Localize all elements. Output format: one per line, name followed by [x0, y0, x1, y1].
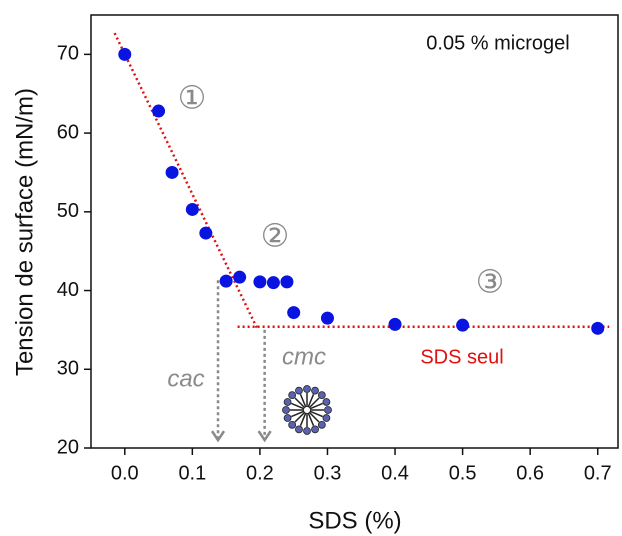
point	[219, 274, 233, 288]
micelle-tail	[294, 411, 306, 423]
point	[388, 317, 402, 331]
plot-frame	[90, 14, 619, 449]
x-tick-label: 0.3	[314, 462, 342, 484]
arrow-head	[210, 430, 226, 443]
micelle-head	[324, 406, 332, 414]
point	[253, 275, 267, 289]
fit-line	[113, 32, 260, 331]
micelle-tail	[309, 402, 323, 410]
micelle-tail	[299, 394, 307, 408]
micelle-head	[317, 420, 326, 429]
micelle-tail	[307, 394, 315, 408]
region-label: ③	[476, 263, 505, 299]
micelle-head	[303, 427, 311, 435]
point	[152, 104, 166, 118]
micelle-icon	[282, 385, 332, 435]
micelle-tail	[291, 410, 305, 418]
y-tick-label: 30	[57, 358, 79, 380]
arrow-label: cmc	[282, 343, 326, 370]
point	[456, 318, 470, 332]
x-axis-label: SDS (%)	[308, 507, 401, 534]
x-tick-label: 0.0	[111, 462, 139, 484]
arrow-head	[257, 430, 272, 443]
y-tick-label: 60	[57, 121, 79, 143]
micelle-tail	[299, 412, 307, 426]
micelle-head	[303, 385, 311, 393]
micelle-head	[288, 391, 297, 400]
micelle-tail	[307, 412, 315, 426]
x-tick-label: 0.5	[449, 462, 477, 484]
micelle-head	[295, 425, 303, 434]
point	[266, 276, 280, 290]
point	[233, 270, 247, 284]
micelle-tail	[308, 411, 320, 423]
y-tick-label: 40	[57, 279, 79, 301]
micelle-tail	[294, 397, 306, 409]
legend-note: 0.05 % microgel	[426, 32, 569, 54]
micelle-head	[282, 406, 290, 414]
micelle-head	[295, 386, 303, 395]
x-tick-label: 0.4	[381, 462, 409, 484]
micelle-head	[283, 398, 292, 406]
micelle-head	[311, 386, 319, 395]
point	[165, 165, 179, 179]
x-tick-label: 0.2	[246, 462, 274, 484]
sds-label: SDS seul	[420, 346, 503, 368]
region-label: ②	[261, 217, 290, 253]
arrow-label: cac	[167, 365, 204, 392]
point	[280, 275, 294, 289]
micelle-head	[311, 425, 319, 434]
micelle-head	[283, 414, 292, 422]
y-tick-label: 50	[57, 200, 79, 222]
x-tick-label: 0.7	[584, 462, 612, 484]
x-tick-label: 0.6	[516, 462, 544, 484]
y-tick-label: 70	[57, 43, 79, 65]
micelle-head	[322, 414, 331, 422]
point	[185, 202, 199, 216]
region-label: ①	[178, 79, 207, 115]
micelle-tail	[309, 410, 323, 418]
micelle-head	[322, 398, 331, 406]
point	[287, 306, 301, 320]
y-tick-label: 20	[57, 436, 79, 458]
micelle-head	[317, 391, 326, 400]
micelle-head	[288, 420, 297, 429]
point	[320, 311, 334, 325]
point	[591, 321, 605, 335]
x-tick-label: 0.1	[178, 462, 206, 484]
point	[199, 226, 213, 240]
point	[118, 47, 132, 61]
micelle-tail	[291, 402, 305, 410]
y-axis-label: Tension de surface (mN/m)	[11, 88, 38, 376]
micelle-tail	[308, 397, 320, 409]
